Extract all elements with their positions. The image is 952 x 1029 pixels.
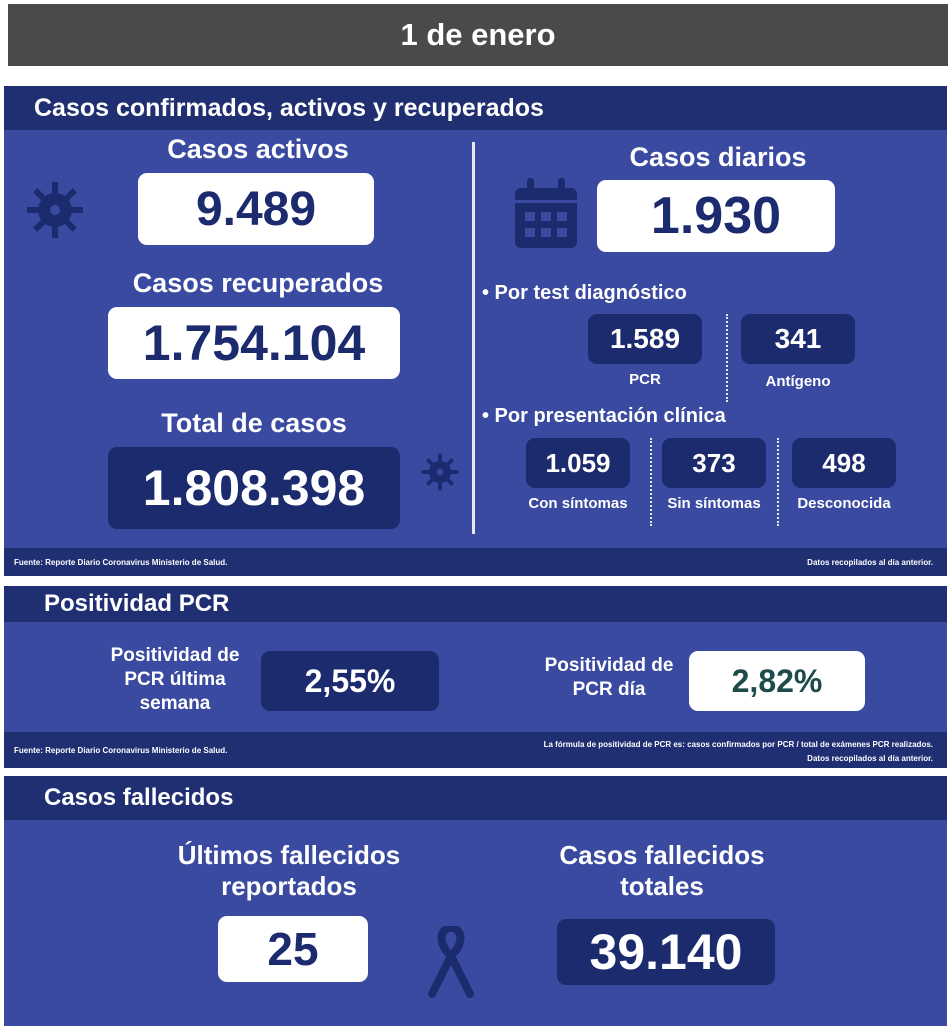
no-symptoms-value: 373 xyxy=(662,438,766,488)
pcr-week-label: Positividad de PCR última semana xyxy=(110,645,240,714)
total-deaths-value: 39.140 xyxy=(557,919,775,985)
deaths-title: Casos fallecidos xyxy=(4,776,947,820)
pcr-positivity-title: Positividad PCR xyxy=(4,586,947,622)
date-header: 1 de enero xyxy=(8,4,948,66)
no-symptoms-label: Sin síntomas xyxy=(667,495,761,512)
pcr-note: Datos recopilados al día anterior. xyxy=(807,754,933,763)
pcr-day-label: Positividad de PCR día xyxy=(544,655,674,700)
calendar-icon xyxy=(515,178,577,248)
confirmed-cases-panel: Casos confirmados, activos y recuperados… xyxy=(4,86,947,576)
pcr-source: Fuente: Reporte Diario Coronavirus Minis… xyxy=(14,746,228,755)
confirmed-note: Datos recopilados al día anterior. xyxy=(807,558,933,567)
confirmed-source: Fuente: Reporte Diario Coronavirus Minis… xyxy=(14,558,228,567)
pcr-formula: La fórmula de positividad de PCR es: cas… xyxy=(543,740,933,749)
confirmed-footer: Fuente: Reporte Diario Coronavirus Minis… xyxy=(4,548,947,576)
vertical-divider xyxy=(472,142,475,534)
pcr-week-value: 2,55% xyxy=(261,651,439,711)
virus-icon xyxy=(27,182,83,238)
latest-deaths-label: Últimos fallecidos reportados xyxy=(177,840,401,901)
daily-cases-value: 1.930 xyxy=(597,180,835,252)
by-clinical-label: • Por presentación clínica xyxy=(482,405,726,427)
deaths-panel: Casos fallecidos Últimos fallecidos repo… xyxy=(4,776,947,1026)
clinical-divider-2 xyxy=(777,438,779,526)
pcr-day-value: 2,82% xyxy=(689,651,865,711)
antigen-label: Antígeno xyxy=(765,373,831,390)
pcr-positivity-panel: Positividad PCR Positividad de PCR últim… xyxy=(4,586,947,768)
by-test-label: • Por test diagnóstico xyxy=(482,282,687,304)
active-cases-label: Casos activos xyxy=(167,134,349,164)
latest-deaths-value: 25 xyxy=(218,916,368,982)
test-divider xyxy=(726,314,728,402)
clinical-divider-1 xyxy=(650,438,652,526)
active-cases-value: 9.489 xyxy=(138,173,374,245)
unknown-label: Desconocida xyxy=(797,495,891,512)
recovered-cases-value: 1.754.104 xyxy=(108,307,400,379)
daily-cases-label: Casos diarios xyxy=(629,142,807,172)
date-title: 1 de enero xyxy=(400,17,556,52)
unknown-value: 498 xyxy=(792,438,896,488)
virus-small-icon xyxy=(421,453,459,491)
mourning-ribbon-icon xyxy=(428,926,474,998)
pcr-value: 1.589 xyxy=(588,314,702,364)
total-deaths-label: Casos fallecidos totales xyxy=(559,840,765,901)
recovered-cases-label: Casos recuperados xyxy=(132,268,384,298)
confirmed-cases-title: Casos confirmados, activos y recuperados xyxy=(4,86,947,130)
total-cases-label: Total de casos xyxy=(161,408,347,438)
with-symptoms-value: 1.059 xyxy=(526,438,630,488)
with-symptoms-label: Con síntomas xyxy=(528,495,628,512)
total-cases-value: 1.808.398 xyxy=(108,447,400,529)
antigen-value: 341 xyxy=(741,314,855,364)
pcr-footer: Fuente: Reporte Diario Coronavirus Minis… xyxy=(4,732,947,768)
pcr-label: PCR xyxy=(629,371,661,388)
